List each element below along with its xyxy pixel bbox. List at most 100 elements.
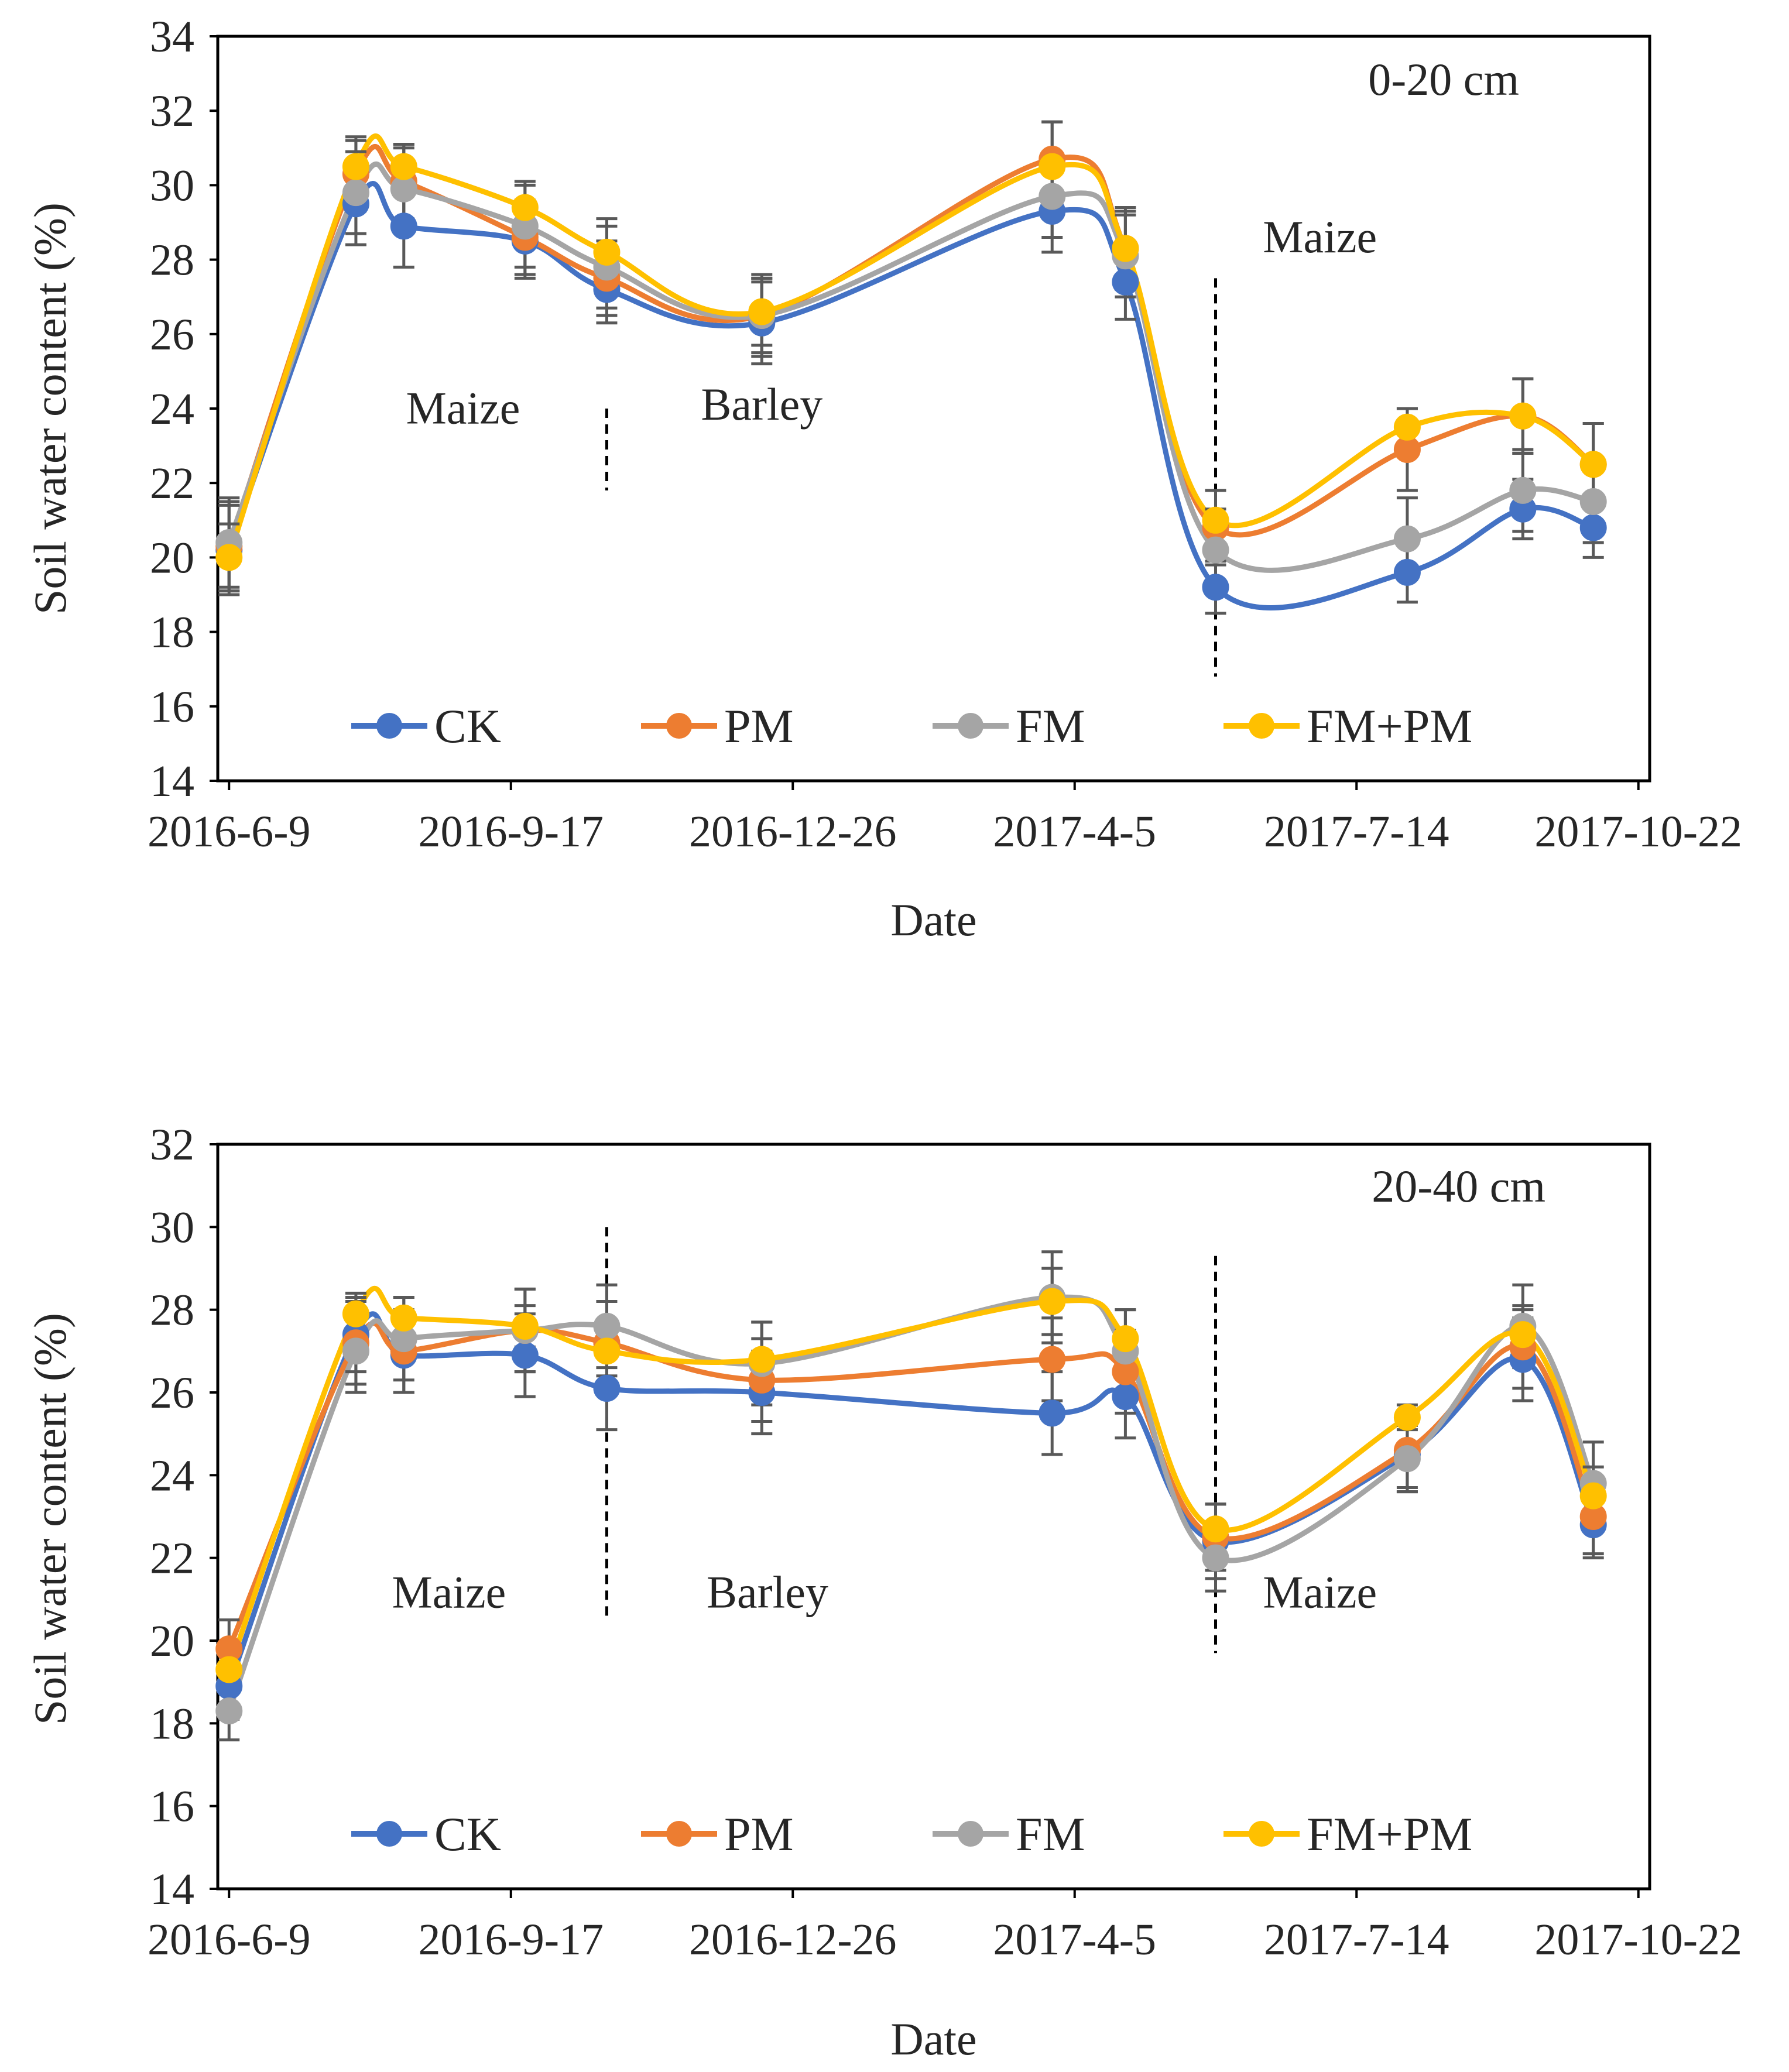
y-tick-label: 32 — [150, 87, 194, 136]
series-line-pm — [226, 144, 1596, 549]
data-point-fm — [1393, 1445, 1421, 1473]
y-tick-label: 26 — [150, 1368, 194, 1418]
y-axis-title: Soil water content (%) — [25, 203, 76, 615]
data-point-ck — [1039, 1399, 1066, 1427]
data-point-fm-pm — [1579, 1482, 1607, 1510]
y-tick-label: 14 — [150, 757, 194, 806]
y-axis-ticks: 14 16 18 20 22 24 26 28 30 32 — [150, 1120, 218, 1914]
data-point-ck — [390, 212, 417, 240]
y-tick-label: 30 — [150, 161, 194, 210]
data-point-fm-pm — [1039, 153, 1066, 180]
data-point-fm — [593, 1312, 621, 1340]
crop-label: Maize — [406, 382, 520, 433]
data-point-fm-pm — [511, 194, 539, 221]
legend-swatch-marker — [1249, 713, 1274, 739]
data-point-fm-pm — [1202, 506, 1229, 534]
data-point-fm-pm — [1039, 1288, 1066, 1315]
data-point-fm-pm — [342, 1300, 369, 1327]
legend-swatch-marker — [958, 713, 983, 739]
legend: CK PM FM FM+PM — [351, 699, 1472, 753]
x-tick-label: 2017-4-5 — [993, 807, 1156, 856]
data-point-pm — [1039, 1346, 1066, 1373]
data-point-fm-pm — [215, 1656, 243, 1683]
series-layer — [215, 1250, 1607, 1742]
depth-label: 20-40 cm — [1372, 1161, 1545, 1212]
data-point-fm-pm — [1112, 235, 1139, 262]
y-tick-label: 24 — [150, 385, 194, 434]
y-axis-ticks: 14 16 18 20 22 24 26 28 30 32 34 — [150, 12, 218, 806]
legend-label: FM — [1016, 1807, 1085, 1861]
data-point-fm — [1509, 476, 1537, 504]
y-tick-label: 34 — [150, 12, 194, 61]
chart-0-20cm: 14 16 18 20 22 24 26 28 30 32 34 2016-6-9 2016-9-17… — [25, 12, 1742, 945]
data-point-ck — [1393, 558, 1421, 586]
series-layer — [215, 120, 1607, 615]
x-tick-label: 2016-6-9 — [148, 807, 311, 856]
legend-label: PM — [724, 1807, 794, 1861]
depth-label: 0-20 cm — [1368, 54, 1519, 105]
y-axis-title: Soil water content (%) — [25, 1313, 76, 1725]
data-point-fm — [215, 1697, 243, 1725]
y-tick-label: 16 — [150, 1782, 194, 1831]
y-tick-label: 28 — [150, 236, 194, 285]
x-axis-title: Date — [890, 894, 976, 945]
y-tick-label: 18 — [150, 608, 194, 657]
crop-label: Barley — [707, 1566, 828, 1617]
plot-area-frame — [216, 1143, 1651, 1891]
data-point-ck — [1112, 268, 1139, 296]
legend-label: PM — [724, 699, 794, 753]
data-point-fm-pm — [511, 1312, 539, 1340]
data-point-fm-pm — [1509, 1321, 1537, 1349]
data-point-fm — [1393, 525, 1421, 553]
legend-label: FM+PM — [1307, 699, 1472, 753]
x-tick-label: 2016-6-9 — [148, 1915, 311, 1964]
series-line-fm — [226, 161, 1596, 573]
y-tick-label: 16 — [150, 682, 194, 732]
data-point-fm-pm — [215, 544, 243, 571]
data-point-fm — [1579, 488, 1607, 515]
y-tick-label: 24 — [150, 1451, 194, 1500]
data-point-ck — [1202, 574, 1229, 601]
data-point-fm — [342, 1337, 369, 1365]
series-line-ck — [226, 181, 1596, 610]
data-point-fm-pm — [342, 153, 369, 180]
y-tick-label: 18 — [150, 1699, 194, 1748]
x-tick-label: 2017-10-22 — [1534, 807, 1742, 856]
x-tick-label: 2017-7-14 — [1264, 1915, 1449, 1964]
legend: CK PM FM FM+PM — [351, 1807, 1472, 1861]
y-tick-label: 20 — [150, 1617, 194, 1666]
x-tick-label: 2017-10-22 — [1534, 1915, 1742, 1964]
x-axis-title: Date — [890, 2013, 976, 2064]
y-tick-label: 28 — [150, 1286, 194, 1335]
data-point-fm-pm — [748, 1346, 776, 1373]
y-tick-label: 22 — [150, 1534, 194, 1583]
data-point-fm-pm — [1112, 1325, 1139, 1353]
x-tick-label: 2016-9-17 — [418, 1915, 604, 1964]
data-point-fm — [1202, 536, 1229, 564]
legend-label: CK — [434, 699, 501, 753]
data-point-fm — [1202, 1544, 1229, 1572]
crop-dividers — [605, 1227, 1217, 1654]
y-tick-label: 26 — [150, 310, 194, 359]
x-tick-label: 2016-9-17 — [418, 807, 604, 856]
crop-label: Maize — [1263, 211, 1377, 262]
data-point-fm-pm — [1393, 1404, 1421, 1431]
y-tick-label: 30 — [150, 1203, 194, 1252]
legend-label: CK — [434, 1807, 501, 1861]
data-point-fm-pm — [390, 1304, 417, 1332]
data-point-fm-pm — [1202, 1515, 1229, 1543]
crop-label: Maize — [1263, 1566, 1377, 1617]
x-axis-ticks: 2016-6-9 2016-9-17 2016-12-26 2017-4-5 2017-… — [148, 1889, 1742, 1964]
data-point-fm-pm — [593, 238, 621, 266]
data-point-fm — [342, 179, 369, 207]
crop-label: Barley — [701, 379, 822, 430]
data-point-ck — [511, 1342, 539, 1369]
data-point-fm-pm — [1509, 402, 1537, 430]
y-tick-label: 32 — [150, 1120, 194, 1169]
legend-swatch-marker — [376, 713, 402, 739]
legend-swatch-marker — [666, 713, 692, 739]
series-line-fm-pm — [226, 133, 1596, 560]
x-tick-label: 2016-12-26 — [689, 807, 897, 856]
crop-annotations: Maize Barley Maize — [406, 211, 1377, 434]
